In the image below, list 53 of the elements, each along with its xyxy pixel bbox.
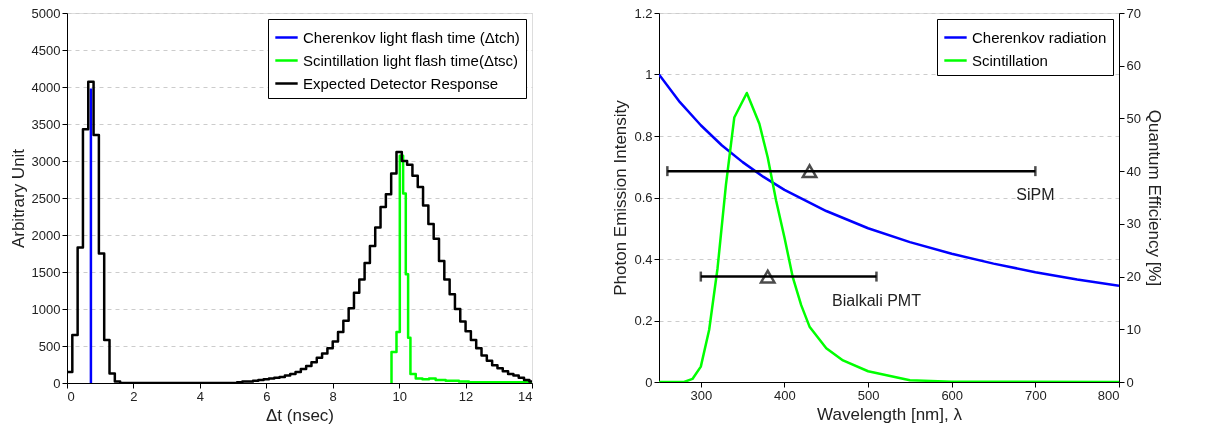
y2-tick-label: 50 xyxy=(1126,110,1141,126)
legend-label: Scintillation xyxy=(972,51,1048,69)
y-tick-label: 3000 xyxy=(31,153,61,169)
legend-label: Expected Detector Response xyxy=(303,74,499,92)
x-tick-label: 14 xyxy=(518,388,533,404)
y-tick-label: 0 xyxy=(53,375,61,391)
y-tick-label: 3500 xyxy=(31,116,61,132)
y2-tick-label: 60 xyxy=(1126,58,1141,74)
x-tick-label: 2 xyxy=(130,388,138,404)
y2-tick-label: 70 xyxy=(1126,5,1141,21)
x-tick-label: 600 xyxy=(941,387,964,403)
y-tick-label: 1000 xyxy=(31,301,61,317)
y-tick-label: 0.2 xyxy=(634,313,653,328)
y2-tick-label: 40 xyxy=(1126,163,1141,179)
y-tick-label: 0.6 xyxy=(634,190,653,205)
x-axis-title: Δt (nsec) xyxy=(265,405,335,425)
y-tick-label: 4500 xyxy=(31,42,61,58)
x-tick-label: 0 xyxy=(67,388,75,404)
x-tick-label: 6 xyxy=(263,388,271,404)
y2-tick-label: 10 xyxy=(1126,321,1141,337)
y-tick-label: 2000 xyxy=(31,227,61,243)
legend-label: Cherenkov light flash time (Δtch) xyxy=(303,28,520,46)
y-tick-label: 0.8 xyxy=(634,128,653,144)
y2-tick-label: 0 xyxy=(1126,374,1134,390)
x-tick-label: 12 xyxy=(458,388,474,404)
annotation: Bialkali PMT xyxy=(832,291,922,309)
y2-tick-label: 20 xyxy=(1126,269,1141,285)
x-tick-label: 8 xyxy=(329,388,337,404)
x-tick-label: 800 xyxy=(1097,387,1120,403)
y-tick-label: 4000 xyxy=(31,79,61,95)
y-tick-label: 1 xyxy=(645,67,653,82)
x-tick-label: 300 xyxy=(690,387,713,403)
y-tick-label: 5000 xyxy=(31,5,61,21)
y-tick-label: 2500 xyxy=(31,190,61,206)
y2-tick-label: 30 xyxy=(1126,216,1141,232)
x-tick-label: 500 xyxy=(857,387,880,403)
y-tick-label: 0 xyxy=(645,374,653,390)
x-tick-label: 10 xyxy=(392,388,407,404)
y-axis-title: Photon Emission Intensity xyxy=(611,99,631,296)
y-tick-label: 500 xyxy=(38,338,61,354)
line-series xyxy=(659,73,1119,287)
x-axis-title: Wavelength [nm], λ xyxy=(817,404,963,424)
legend-label: Cherenkov radiation xyxy=(972,28,1107,46)
annotation: SiPM xyxy=(1016,186,1055,204)
legend-label: Scintillation light flash time(Δtsc) xyxy=(303,51,519,69)
y-axis-title: Arbitrary Unit xyxy=(8,148,28,249)
y-tick-label: 0.4 xyxy=(634,251,653,267)
y2-axis-title: Quantum Efficiency [%] xyxy=(1144,109,1164,287)
y-tick-label: 1.2 xyxy=(634,5,653,21)
x-tick-label: 400 xyxy=(774,387,796,403)
x-tick-label: 4 xyxy=(196,388,204,404)
x-tick-label: 700 xyxy=(1025,387,1047,403)
y-tick-label: 1500 xyxy=(31,264,61,280)
